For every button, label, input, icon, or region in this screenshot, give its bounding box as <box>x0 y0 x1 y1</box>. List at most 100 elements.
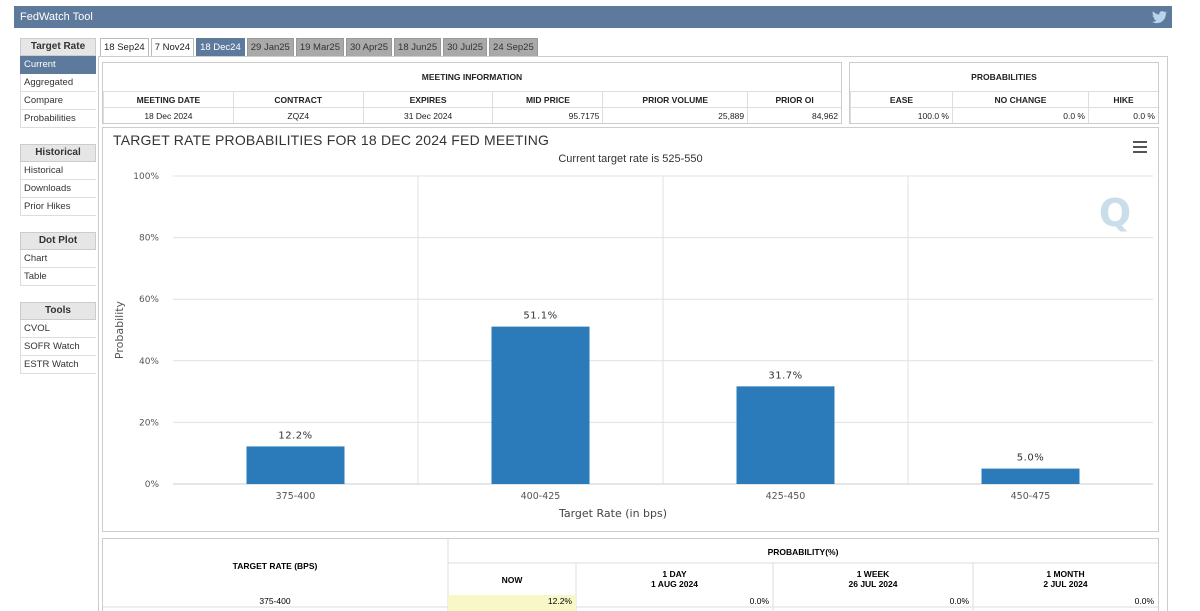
tab-18-jun25[interactable]: 18 Jun25 <box>394 38 442 57</box>
sidebar-item-compare[interactable]: Compare <box>20 92 96 110</box>
sidebar-item-estr-watch[interactable]: ESTR Watch <box>20 356 96 374</box>
bar-375-400 <box>246 446 345 484</box>
sidebar-item-historical[interactable]: Historical <box>20 162 96 180</box>
tab-18-dec24[interactable]: 18 Dec24 <box>196 38 245 57</box>
sidebar-item-prior-hikes[interactable]: Prior Hikes <box>20 198 96 216</box>
x-tick-label: 450-475 <box>1011 491 1051 502</box>
probability-header-no-change: NO CHANGE <box>952 91 1088 107</box>
target-rate-header: TARGET RATE (BPS) <box>233 561 318 571</box>
row-value-1-week: 0.0% <box>950 596 970 606</box>
probability-value-hike: 0.0 % <box>1088 107 1158 123</box>
sidebar-item-aggregated[interactable]: Aggregated <box>20 74 96 92</box>
row-value-1-day: 0.0% <box>750 596 770 606</box>
meeting-info-value-prior-volume: 25,889 <box>602 107 748 123</box>
column-header-now: NOW <box>502 575 524 585</box>
sidebar-gap <box>20 286 96 296</box>
y-tick-label: 20% <box>139 418 159 428</box>
tab-7-nov24[interactable]: 7 Nov24 <box>150 38 195 57</box>
meeting-information-panel: MEETING INFORMATION MEETING DATE CONTRACT… <box>102 62 842 124</box>
meeting-info-header-expires: EXPIRES <box>362 91 493 107</box>
chart-container: TARGET RATE PROBABILITIES FOR 18 DEC 202… <box>102 127 1159 532</box>
sidebar-heading-tools: Tools <box>20 302 96 320</box>
title-bar: FedWatch Tool <box>14 6 1172 28</box>
tab-24-sep25[interactable]: 24 Sep25 <box>489 38 538 57</box>
data-label-375-400: 12.2% <box>278 430 312 441</box>
x-tick-label: 425-450 <box>766 491 806 502</box>
row-value-now: 12.2% <box>548 596 573 606</box>
sidebar-item-table[interactable]: Table <box>20 268 96 286</box>
app-title: FedWatch Tool <box>20 11 93 23</box>
data-label-425-450: 31.7% <box>768 370 802 381</box>
x-axis-title: Target Rate (in bps) <box>558 507 667 520</box>
bar-425-450 <box>736 386 835 484</box>
twitter-icon[interactable] <box>1150 8 1168 26</box>
y-tick-label: 0% <box>145 480 160 490</box>
sidebar-heading-historical: Historical <box>20 144 96 162</box>
bar-400-425 <box>491 326 590 484</box>
watermark-logo: Q <box>1099 191 1131 235</box>
column-date-1-day: 1 AUG 2024 <box>651 579 698 589</box>
probability-value-ease: 100.0 % <box>850 107 952 123</box>
bar-chart: 0% 20% 40% 60% 80% 100% 12.2% 375-400 51.1% 400-4… <box>113 172 1153 520</box>
column-date-1-month: 2 JUL 2024 <box>1043 579 1088 589</box>
hamburger-menu-icon[interactable] <box>1132 140 1148 154</box>
data-label-400-425: 51.1% <box>523 311 557 322</box>
data-label-450-475: 5.0% <box>1017 453 1044 464</box>
meeting-info-header-prior-volume: PRIOR VOLUME <box>602 91 748 107</box>
sidebar-item-current[interactable]: Current <box>20 56 96 74</box>
meeting-tabs: 18 Sep24 7 Nov24 18 Dec24 29 Jan25 19 Mar25 3… <box>100 38 540 57</box>
meeting-info-title: MEETING INFORMATION <box>421 72 523 82</box>
meeting-info-value-mid-price: 95.7175 <box>492 107 603 123</box>
x-tick-label: 400-425 <box>521 491 561 502</box>
tab-30-apr25[interactable]: 30 Apr25 <box>345 38 393 57</box>
sidebar: Target Rate Current Aggregated Compare Proba… <box>20 38 96 374</box>
chart-subtitle: Current target rate is 525-550 <box>558 153 703 165</box>
tab-29-jan25[interactable]: 29 Jan25 <box>246 38 294 57</box>
sidebar-item-chart[interactable]: Chart <box>20 250 96 268</box>
meeting-info-header-meeting-date: MEETING DATE <box>103 91 233 107</box>
meeting-info-value-contract: ZQZ4 <box>232 107 363 123</box>
column-header-1-week: 1 WEEK <box>857 569 890 579</box>
sidebar-item-downloads[interactable]: Downloads <box>20 180 96 198</box>
now-cell-highlight <box>448 595 576 611</box>
meeting-info-header-contract: CONTRACT <box>232 91 363 107</box>
probability-table: TARGET RATE (BPS) PROBABILITY(%) NOW 1 DAY 1… <box>102 538 1159 611</box>
chart-title: TARGET RATE PROBABILITIES FOR 18 DEC 202… <box>113 132 550 148</box>
column-header-1-month: 1 MONTH <box>1046 569 1084 579</box>
y-tick-label: 100% <box>133 172 159 182</box>
y-tick-label: 60% <box>139 295 159 305</box>
row-target-rate: 375-400 <box>259 596 290 606</box>
probabilities-panel: PROBABILITIES EASE NO CHANGE HIKE 100.0 % 0… <box>849 62 1159 124</box>
main-content <box>98 56 1168 611</box>
sidebar-item-cvol[interactable]: CVOL <box>20 320 96 338</box>
sidebar-item-probabilities[interactable]: Probabilities <box>20 110 96 128</box>
probability-value-no-change: 0.0 % <box>952 107 1088 123</box>
x-tick-label: 375-400 <box>276 491 316 502</box>
probability-header-hike: HIKE <box>1088 91 1158 107</box>
row-value-1-month: 0.0% <box>1135 596 1155 606</box>
tab-19-mar25[interactable]: 19 Mar25 <box>295 38 344 57</box>
column-header-1-day: 1 DAY <box>662 569 687 579</box>
y-axis-title: Probability <box>113 300 126 359</box>
sidebar-gap <box>20 128 96 138</box>
probabilities-title: PROBABILITIES <box>971 72 1037 82</box>
y-tick-label: 40% <box>139 357 159 367</box>
meeting-info-header-prior-oi: PRIOR OI <box>747 91 842 107</box>
tab-18-sep24[interactable]: 18 Sep24 <box>100 38 149 57</box>
probability-percent-header: PROBABILITY(%) <box>768 547 839 557</box>
sidebar-heading-dot-plot: Dot Plot <box>20 232 96 250</box>
meeting-info-value-prior-oi: 84,962 <box>747 107 842 123</box>
sidebar-item-sofr-watch[interactable]: SOFR Watch <box>20 338 96 356</box>
bar-450-475 <box>981 468 1080 484</box>
meeting-info-header-mid-price: MID PRICE <box>492 91 603 107</box>
meeting-info-value-meeting-date: 18 Dec 2024 <box>103 107 233 123</box>
probability-header-ease: EASE <box>850 91 952 107</box>
column-date-1-week: 26 JUL 2024 <box>849 579 898 589</box>
sidebar-gap <box>20 216 96 226</box>
meeting-info-value-expires: 31 Dec 2024 <box>362 107 493 123</box>
tab-30-jul25[interactable]: 30 Jul25 <box>443 38 488 57</box>
sidebar-heading-target-rate: Target Rate <box>20 38 96 56</box>
y-tick-label: 80% <box>139 234 159 244</box>
